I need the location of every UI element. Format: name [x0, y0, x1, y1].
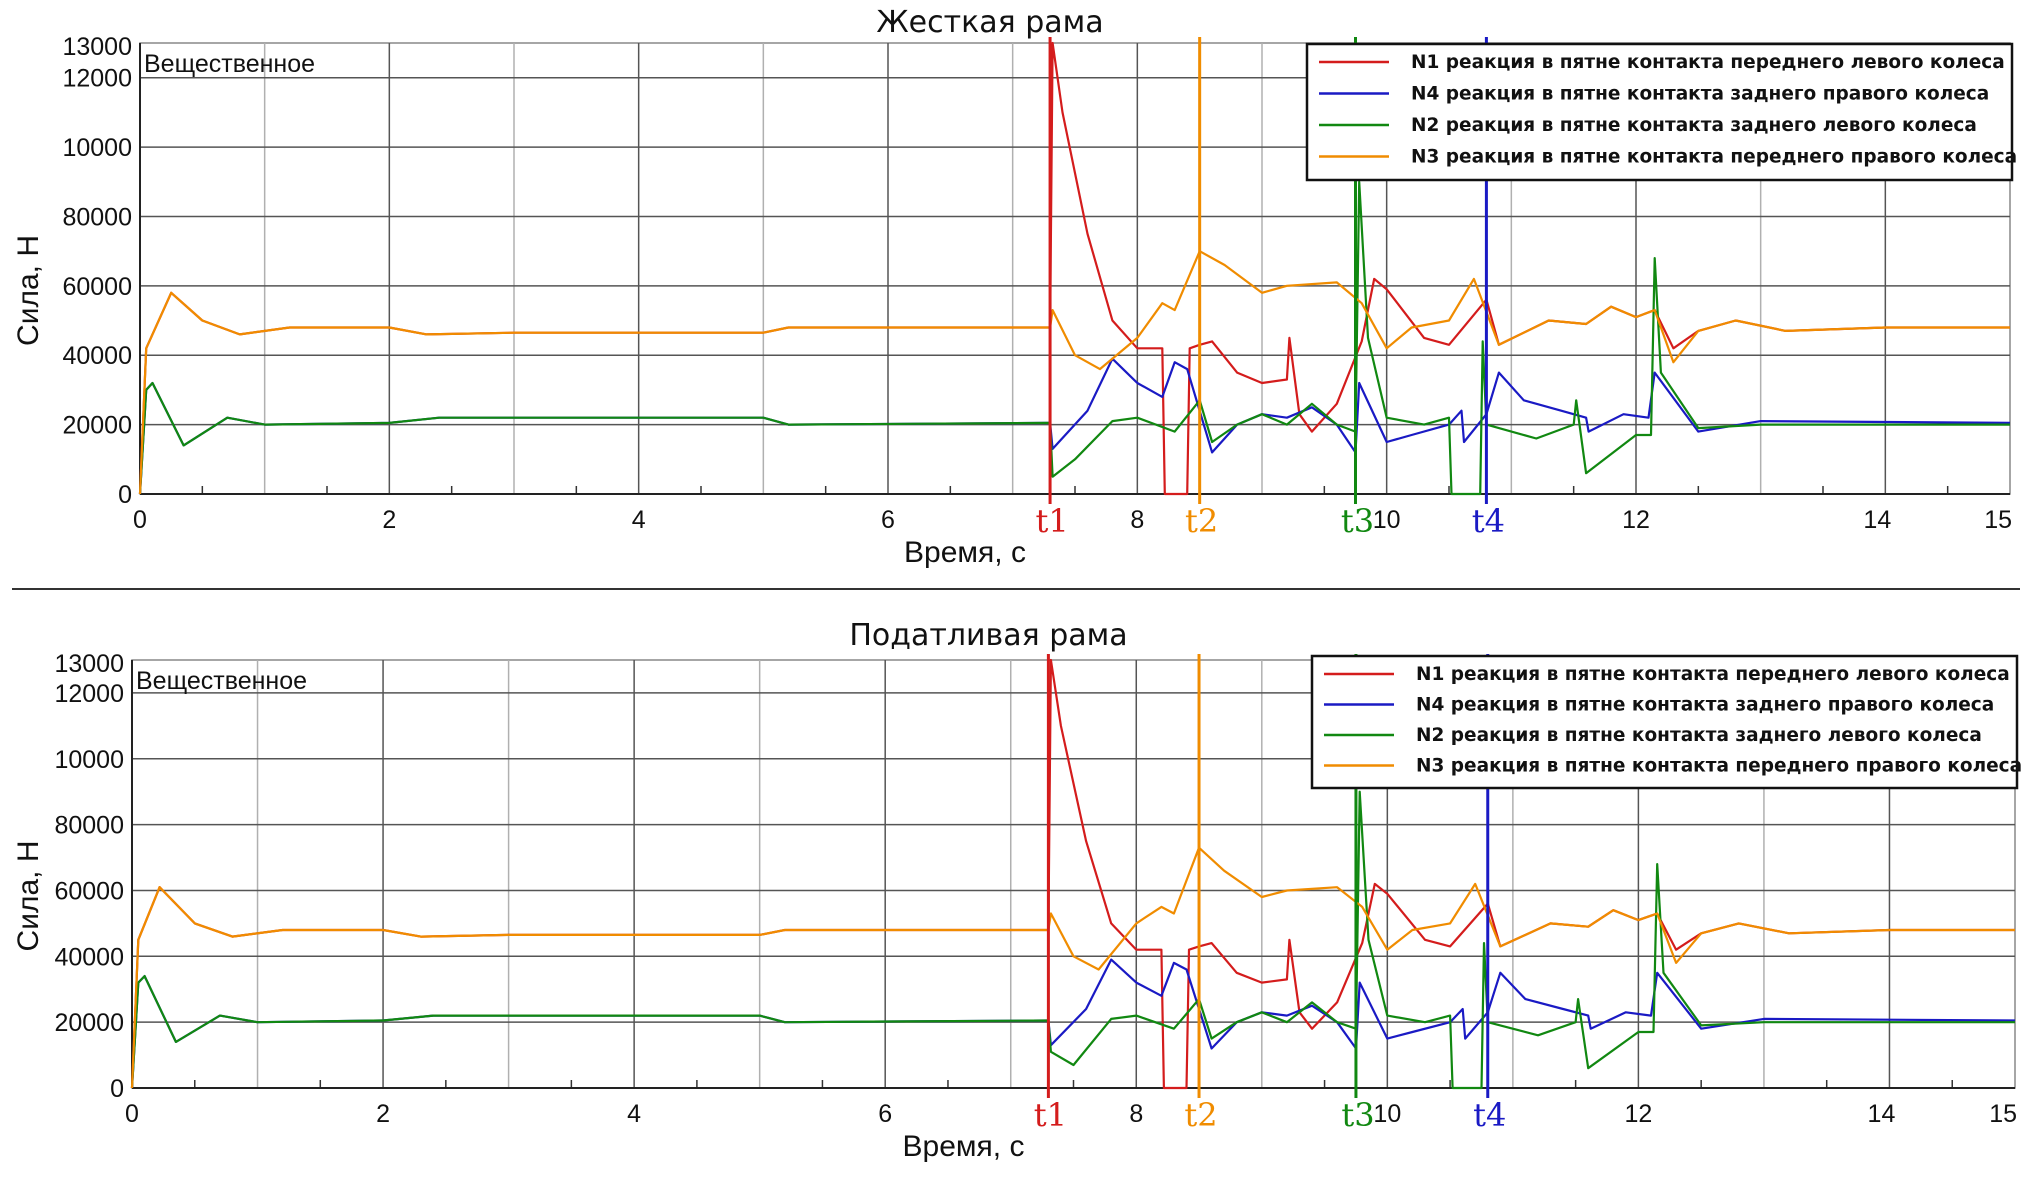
y-axis-label: Сила, Н	[12, 841, 45, 952]
x-tick-label: 8	[1129, 1100, 1143, 1128]
y-tick-label: 0	[110, 1075, 124, 1103]
series-N2-line	[130, 790, 2015, 1090]
series-N3-line	[130, 846, 2015, 1089]
series-N3-line	[138, 250, 2010, 495]
y-tick-label: 12000	[54, 680, 124, 708]
y-axis-label: Сила, Н	[12, 235, 45, 346]
legend-entry-N3: N3 реакция в пятне контакта переднего пр…	[1416, 756, 2022, 777]
mode-label: Вещественное	[136, 667, 307, 695]
y-tick-label: 20000	[54, 1009, 124, 1037]
legend-entry-N4: N4 реакция в пятне контакта заднего прав…	[1411, 84, 1989, 105]
x-tick-label: 4	[632, 506, 646, 534]
chart-rigid-frame: N1 реакция в пятне контакта переднего ле…	[12, 5, 2017, 569]
x-tick-label: 6	[878, 1100, 892, 1128]
x-tick-label: 4	[627, 1100, 641, 1128]
y-tick-label: 60000	[54, 877, 124, 905]
y-tick-label: 20000	[62, 412, 132, 440]
y-tick-label: 10000	[62, 134, 132, 162]
x-axis-label: Время, с	[903, 1130, 1025, 1163]
y-tick-label: 60000	[62, 273, 132, 301]
chart-title: Жесткая рама	[876, 5, 1103, 40]
x-tick-label: 14	[1863, 506, 1891, 534]
chart-compliant-frame: N1 реакция в пятне контакта переднего ле…	[12, 618, 2022, 1163]
legend-entry-N3: N3 реакция в пятне контакта переднего пр…	[1411, 147, 2017, 168]
x-tick-label: 2	[382, 506, 396, 534]
y-tick-label: 13000	[54, 650, 124, 678]
marker-t1-label: t1	[1035, 502, 1068, 540]
x-tick-label: 14	[1868, 1100, 1896, 1128]
legend	[1305, 42, 2014, 182]
y-tick-label: 10000	[54, 746, 124, 774]
x-tick-label: 12	[1622, 506, 1650, 534]
mode-label: Вещественное	[144, 50, 315, 78]
y-tick-label: 80000	[54, 812, 124, 840]
x-tick-label: 15	[1989, 1100, 2017, 1128]
x-tick-label: 12	[1624, 1100, 1652, 1128]
y-tick-label: 80000	[62, 203, 132, 231]
marker-t2-label: t2	[1184, 1096, 1217, 1134]
legend-entry-N2: N2 реакция в пятне контакта заднего лево…	[1411, 115, 1977, 136]
x-tick-label: 0	[133, 506, 147, 534]
x-tick-label: 15	[1984, 506, 2012, 534]
y-tick-label: 13000	[62, 33, 132, 61]
legend-entry-N1: N1 реакция в пятне контакта переднего ле…	[1411, 52, 2005, 73]
legend	[1310, 654, 2019, 790]
y-tick-label: 40000	[54, 943, 124, 971]
x-axis-label: Время, с	[904, 536, 1026, 569]
x-tick-label: 10	[1373, 1100, 1401, 1128]
x-tick-label: 10	[1373, 506, 1401, 534]
series-N2-line	[138, 180, 2010, 496]
y-tick-label: 40000	[62, 342, 132, 370]
marker-t4-label: t4	[1473, 1096, 1506, 1134]
marker-t3-label: t3	[1341, 502, 1374, 540]
x-tick-label: 0	[125, 1100, 139, 1128]
legend-entry-N4: N4 реакция в пятне контакта заднего прав…	[1416, 695, 1994, 716]
y-tick-label: 0	[118, 481, 132, 509]
x-tick-label: 6	[881, 506, 895, 534]
x-tick-label: 8	[1130, 506, 1144, 534]
legend-entry-N2: N2 реакция в пятне контакта заднего лево…	[1416, 725, 1982, 746]
marker-t3-label: t3	[1341, 1096, 1374, 1134]
chart-title: Податливая рама	[849, 618, 1127, 653]
marker-t1-label: t1	[1034, 1096, 1067, 1134]
marker-t2-label: t2	[1185, 502, 1218, 540]
legend-entry-N1: N1 реакция в пятне контакта переднего ле…	[1416, 664, 2010, 685]
x-tick-label: 2	[376, 1100, 390, 1128]
marker-t4-label: t4	[1472, 502, 1505, 540]
y-tick-label: 12000	[62, 65, 132, 93]
